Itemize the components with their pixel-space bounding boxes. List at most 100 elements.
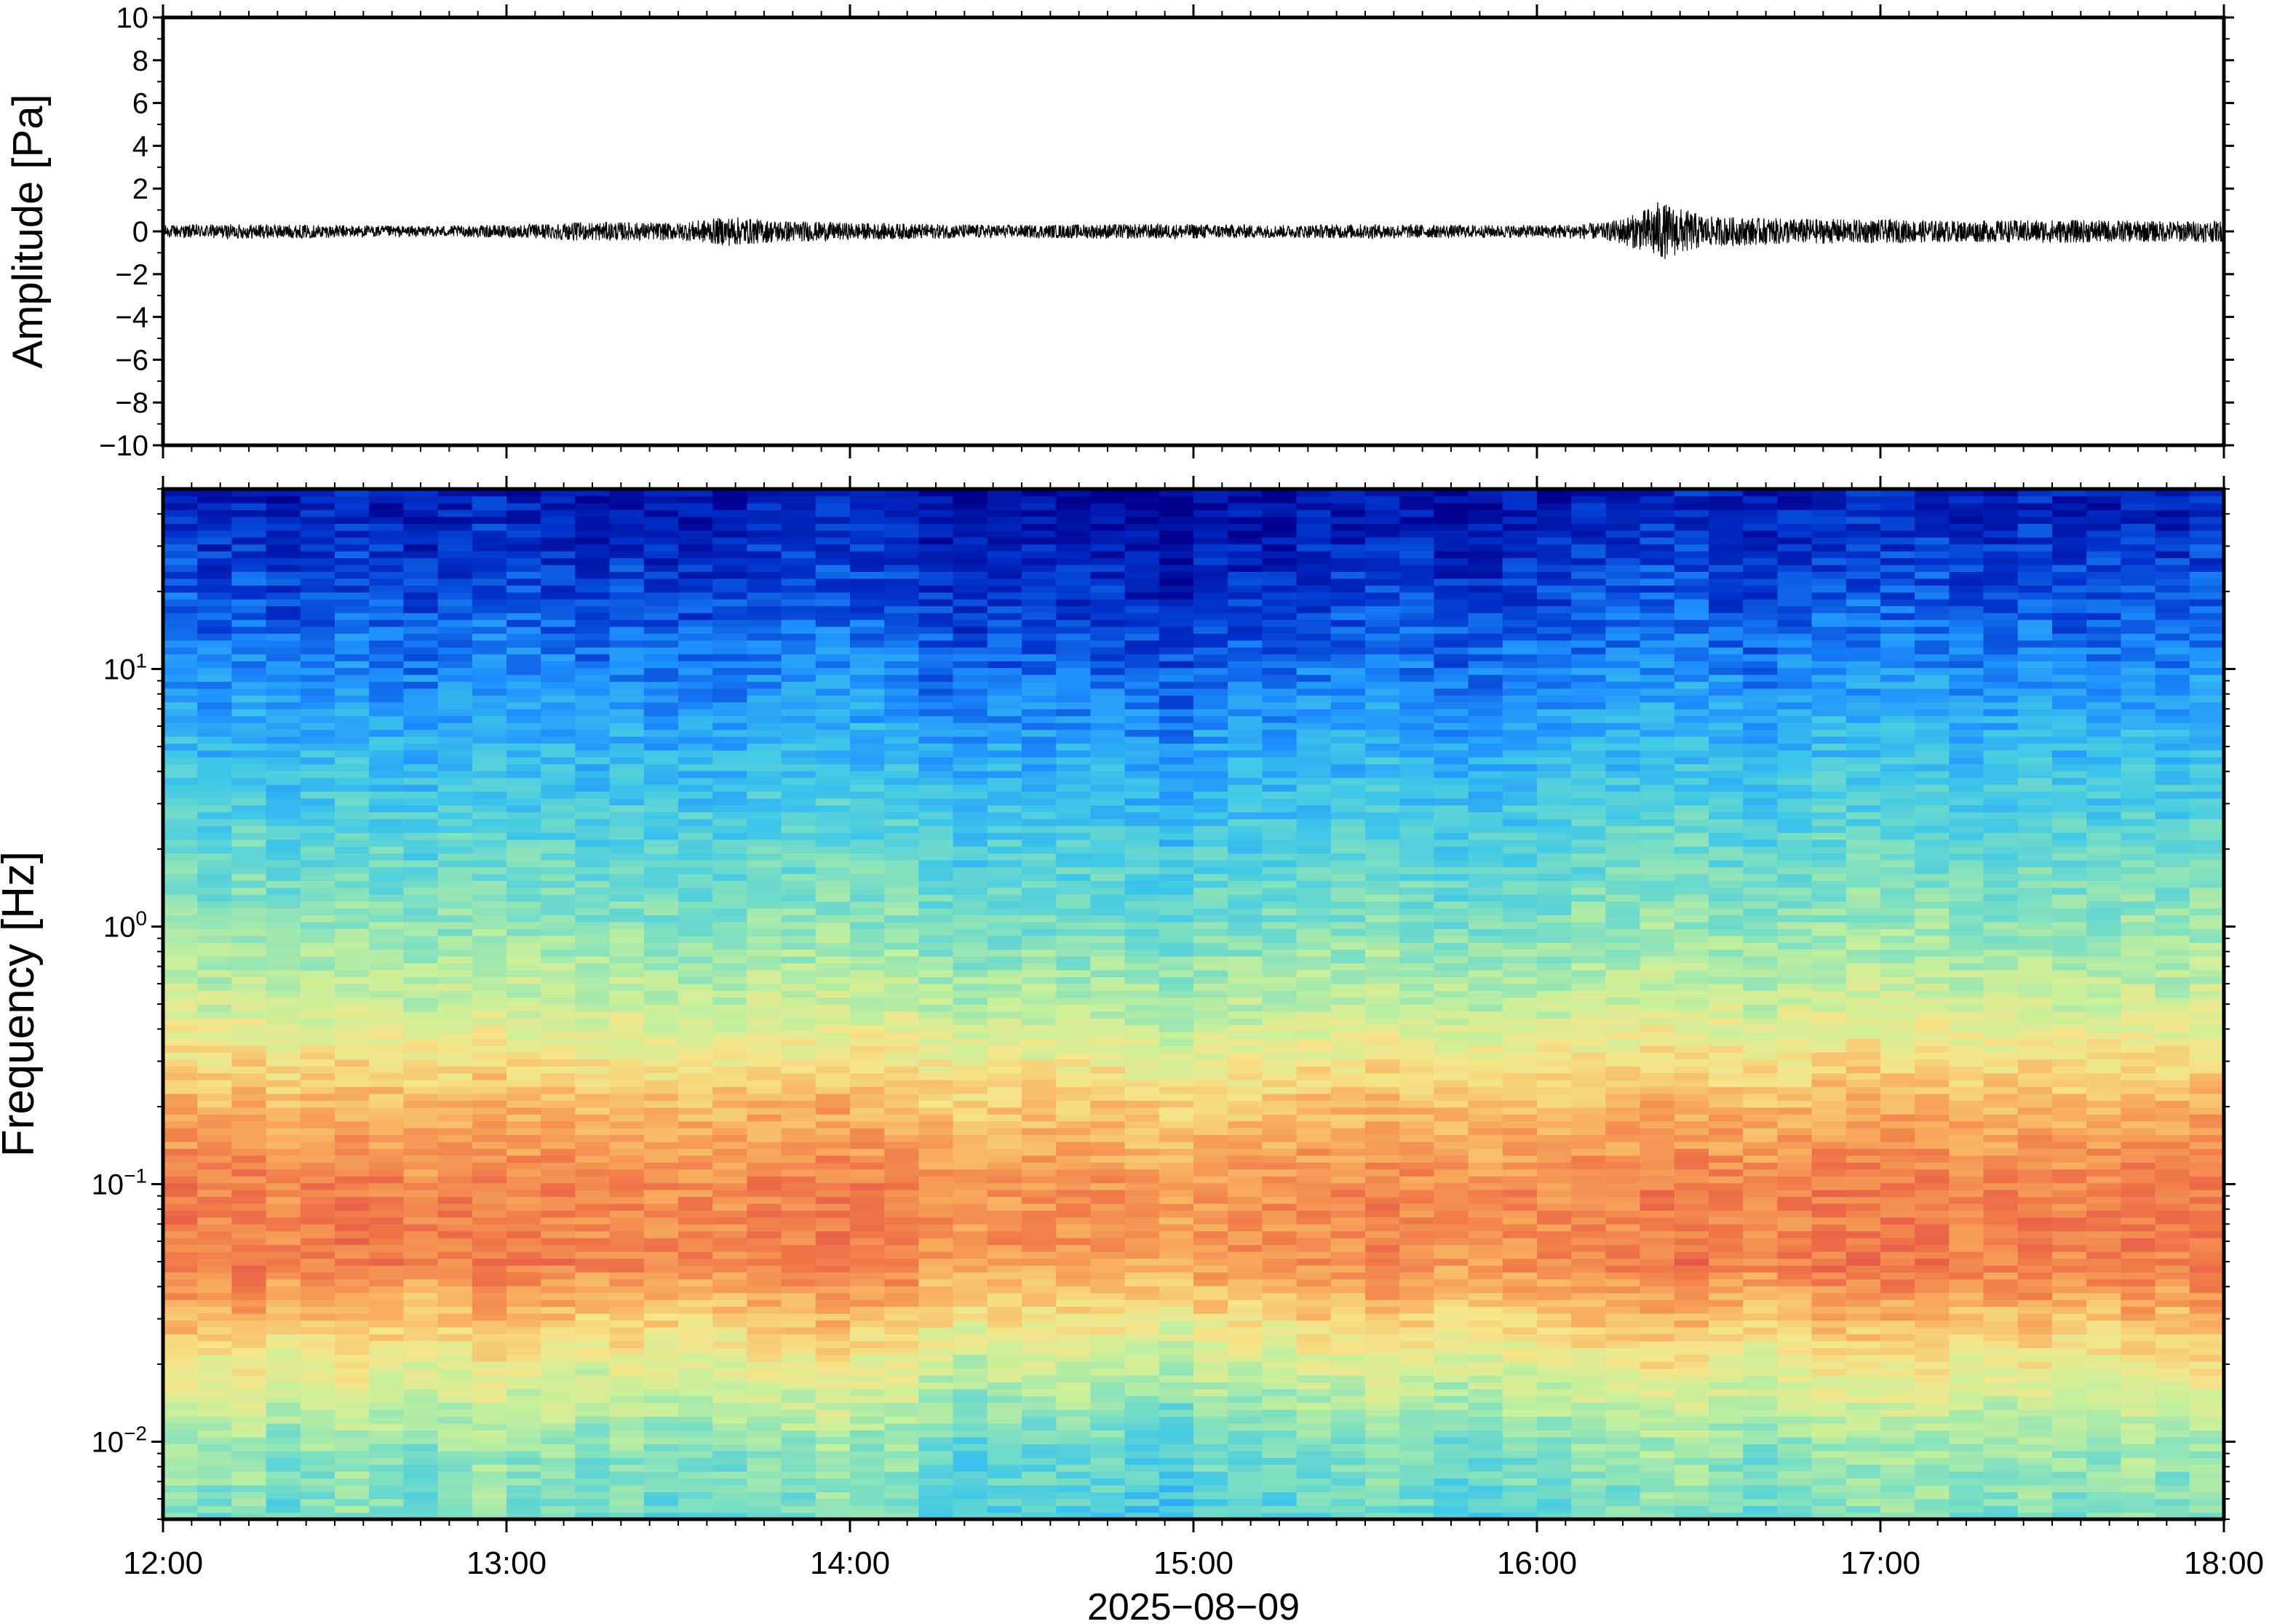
spectrogram-cell: [369, 557, 405, 565]
spectrogram-cell: [643, 1148, 679, 1156]
spectrogram-cell: [506, 1382, 541, 1390]
spectrogram-cell: [1193, 969, 1228, 977]
spectrogram-cell: [953, 997, 988, 1005]
spectrogram-cell: [781, 784, 816, 792]
spectrogram-cell: [1124, 743, 1160, 751]
spectrogram-cell: [437, 825, 473, 833]
spectrogram-cell: [712, 915, 748, 923]
spectrogram-cell: [575, 1306, 611, 1314]
spectrogram-cell: [884, 805, 920, 813]
spectrogram-cell: [335, 1182, 370, 1190]
spectrogram-cell: [781, 1004, 816, 1012]
spectrogram-cell: [953, 1292, 988, 1300]
spectrogram-cell: [541, 1416, 576, 1424]
spectrogram-cell: [918, 976, 954, 984]
spectrogram-cell: [609, 551, 645, 559]
spectrogram-cell: [953, 681, 988, 689]
spectrogram-cell: [918, 1457, 954, 1465]
spectrogram-cell: [197, 935, 233, 943]
spectrogram-cell: [747, 1162, 782, 1170]
spectrogram-cell: [300, 805, 335, 813]
spectrogram-cell: [1124, 1340, 1160, 1348]
spectrogram-cell: [850, 1127, 885, 1136]
spectrogram-cell: [300, 1354, 335, 1362]
spectrogram-cell: [1124, 1422, 1160, 1430]
spectrogram-cell: [300, 1004, 335, 1012]
spectrogram-cell: [815, 1011, 851, 1019]
spectrogram-cell: [437, 640, 473, 648]
spectrogram-cell: [712, 1278, 748, 1286]
spectrogram-cell: [506, 1409, 541, 1417]
spectrogram-cell: [403, 647, 439, 655]
spectrogram-cell: [643, 1416, 679, 1424]
spectrogram-cell: [231, 915, 267, 923]
spectrogram-cell: [712, 633, 748, 641]
spectrogram-cell: [987, 1512, 1022, 1519]
spectrogram-cell: [335, 667, 370, 675]
spectrogram-cell: [918, 1402, 954, 1410]
spectrogram-cell: [197, 647, 233, 655]
spectrogram-cell: [575, 859, 611, 867]
spectrogram-cell: [1022, 1182, 1057, 1190]
spectrogram-cell: [1124, 667, 1160, 675]
spectrogram-cell: [712, 983, 748, 991]
spectrogram-cell: [747, 777, 782, 785]
spectrogram-cell: [1193, 990, 1228, 998]
spectrogram-cell: [1022, 564, 1057, 572]
spectrogram-cell: [300, 1148, 335, 1156]
spectrogram-cell: [1159, 736, 1194, 744]
spectrogram-cell: [1056, 723, 1092, 731]
spectrogram-cell: [1090, 1498, 1126, 1506]
spectrogram-cell: [850, 907, 885, 915]
spectrogram-cell: [815, 1450, 851, 1458]
spectrogram-cell: [506, 509, 541, 517]
spectrogram-cell: [609, 1004, 645, 1012]
spectrogram-cell: [369, 1422, 405, 1430]
spectrogram-cell: [1193, 523, 1228, 531]
spectrogram-cell: [1228, 1230, 1263, 1238]
spectrogram-cell: [300, 701, 335, 709]
spectrogram-cell: [1022, 859, 1057, 867]
spectrogram-cell: [1228, 949, 1263, 957]
spectrogram-cell: [712, 1176, 748, 1184]
spectrogram-cell: [197, 1382, 233, 1390]
spectrogram-cell: [437, 1292, 473, 1300]
spectrogram-cell: [781, 990, 816, 998]
spectrogram-cell: [987, 605, 1022, 613]
spectrogram-cell: [437, 1114, 473, 1122]
spectrogram-cell: [437, 1203, 473, 1211]
spectrogram-cell: [1090, 701, 1126, 709]
spectrogram-cell: [1193, 1079, 1228, 1087]
spectrogram-cell: [403, 1086, 439, 1094]
spectrogram-cell: [1056, 1382, 1092, 1390]
spectrogram-cell: [1124, 1326, 1160, 1334]
spectrogram-cell: [609, 887, 645, 895]
spectrogram-cell: [472, 1492, 507, 1500]
spectrogram-cell: [1124, 1292, 1160, 1300]
spectrogram-cell: [747, 681, 782, 689]
spectrogram-cell: [918, 544, 954, 552]
spectrogram-cell: [1228, 619, 1263, 627]
spectrogram-cell: [643, 1286, 679, 1294]
spectrogram-cell: [987, 1045, 1022, 1053]
spectrogram-cell: [884, 976, 920, 984]
spectrogram-cell: [197, 1396, 233, 1404]
spectrogram-cell: [541, 1478, 576, 1486]
spectrogram-cell: [850, 1430, 885, 1438]
spectrogram-cell: [369, 811, 405, 819]
spectrogram-cell: [1022, 661, 1057, 669]
spectrogram-cell: [300, 1045, 335, 1053]
spectrogram-cell: [1056, 1217, 1092, 1225]
spectrogram-cell: [884, 1470, 920, 1479]
spectrogram-cell: [231, 1348, 267, 1356]
spectrogram-cell: [163, 674, 198, 682]
spectrogram-cell: [884, 1100, 920, 1108]
spectrogram-cell: [1228, 915, 1263, 923]
spectrogram-cell: [472, 1450, 507, 1458]
spectrogram-cell: [643, 832, 679, 840]
spectrogram-cell: [437, 599, 473, 607]
spectrogram-cell: [884, 633, 920, 641]
spectrogram-cell: [747, 791, 782, 799]
spectrogram-cell: [953, 825, 988, 833]
spectrogram-cell: [1159, 1100, 1194, 1108]
